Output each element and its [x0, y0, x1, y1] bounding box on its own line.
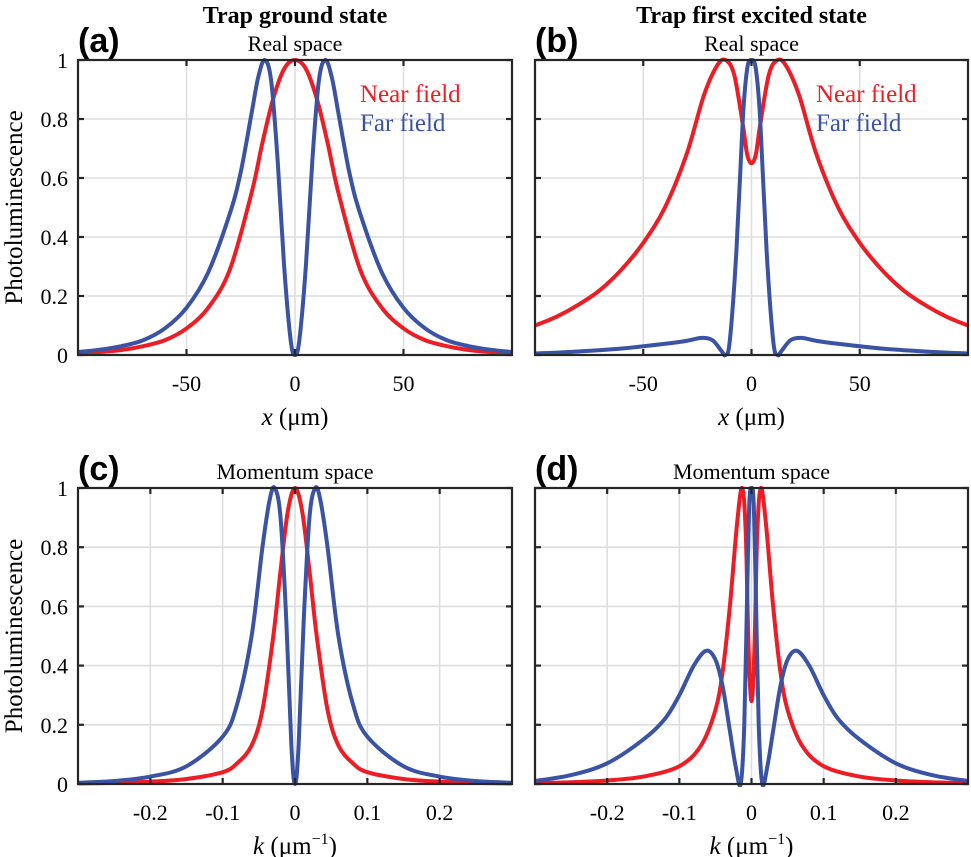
y-tick-label: 0.4 — [41, 654, 69, 679]
y-tick-label: 0.6 — [41, 166, 69, 191]
y-tick-label: 0.2 — [41, 713, 69, 738]
x-axis-unit-exponent: −1 — [768, 831, 785, 848]
x-axis-label: x (μm) — [717, 404, 785, 431]
x-axis-label: x (μm) — [261, 404, 329, 431]
x-axis-unit-close: ) — [785, 833, 793, 857]
x-axis-variable: x — [717, 404, 735, 431]
panel-label: (d) — [535, 450, 578, 488]
x-tick-label: -0.2 — [590, 800, 625, 825]
x-axis-unit: (μm) — [279, 404, 329, 431]
x-tick-label: -50 — [629, 371, 658, 396]
y-axis-label: Photoluminescence — [1, 110, 28, 304]
y-tick-label: 0.8 — [41, 535, 69, 560]
panel-label: (b) — [535, 22, 578, 60]
y-tick-label: 1 — [57, 476, 68, 501]
x-axis-unit-close: ) — [329, 833, 337, 857]
legend-entry-near-field: Near field — [360, 81, 461, 108]
panel-d: -0.2 -0.1 0 0.1 0.2 k (μm−1) Momentum space (d) — [533, 450, 970, 857]
x-tick-label: 0.1 — [810, 800, 838, 825]
x-axis-unit-exponent: −1 — [312, 831, 329, 848]
x-tick-label: -0.1 — [205, 800, 240, 825]
x-axis-unit: (μm — [727, 833, 769, 857]
x-tick-label: 0 — [290, 371, 301, 396]
x-tick-label: 50 — [849, 371, 871, 396]
x-axis-variable: k — [710, 833, 727, 857]
y-tick-label: 1 — [57, 48, 68, 73]
y-tick-label: 0.6 — [41, 594, 69, 619]
y-tick-label: 0.4 — [41, 225, 69, 250]
panel-label: (a) — [78, 22, 120, 60]
panel-subtitle: Momentum space — [216, 459, 373, 484]
legend-entry-near-field: Near field — [816, 81, 917, 108]
x-tick-label: -50 — [172, 371, 201, 396]
series-line-near-field — [535, 485, 968, 786]
x-tick-label: -0.2 — [133, 800, 168, 825]
legend-entry-far-field: Far field — [816, 110, 902, 137]
x-axis-label: k (μm−1) — [710, 831, 794, 857]
panel-a: -50 0 50 0 0.2 0.4 0.6 0.8 1 Photoluminescence x (… — [1, 3, 514, 431]
x-tick-label: 0 — [746, 371, 757, 396]
x-axis-variable: k — [253, 833, 270, 857]
x-tick-label: 0 — [290, 800, 301, 825]
x-tick-label: 50 — [393, 371, 415, 396]
x-axis-label: k (μm−1) — [253, 831, 337, 857]
panel-title: Trap first excited state — [636, 3, 867, 29]
x-tick-label: -0.1 — [662, 800, 697, 825]
y-tick-label: 0 — [57, 343, 68, 368]
panel-subtitle: Real space — [704, 31, 799, 56]
panel-subtitle: Real space — [248, 31, 343, 56]
y-tick-label: 0 — [57, 772, 68, 797]
x-tick-label: 0.2 — [426, 800, 454, 825]
x-axis-unit: (μm — [270, 833, 312, 857]
y-axis-label: Photoluminescence — [1, 539, 28, 733]
panel-c: -0.2 -0.1 0 0.1 0.2 0 0.2 0.4 0.6 0.8 1 Photolumine… — [1, 450, 514, 857]
panel-b: -50 0 50 x (μm) Trap first excited stateReal… — [533, 3, 970, 431]
legend-entry-far-field: Far field — [360, 110, 446, 137]
x-tick-label: 0.2 — [882, 800, 910, 825]
x-tick-label: 0 — [746, 800, 757, 825]
x-axis-variable: x — [261, 404, 279, 431]
series-line-near-field — [535, 57, 968, 328]
y-tick-label: 0.8 — [41, 107, 69, 132]
x-tick-label: 0.1 — [354, 800, 382, 825]
x-axis-unit: (μm) — [735, 404, 785, 431]
panel-title: Trap ground state — [203, 3, 388, 29]
panel-subtitle: Momentum space — [673, 459, 830, 484]
y-tick-label: 0.2 — [41, 284, 69, 309]
panel-label: (c) — [78, 450, 120, 488]
